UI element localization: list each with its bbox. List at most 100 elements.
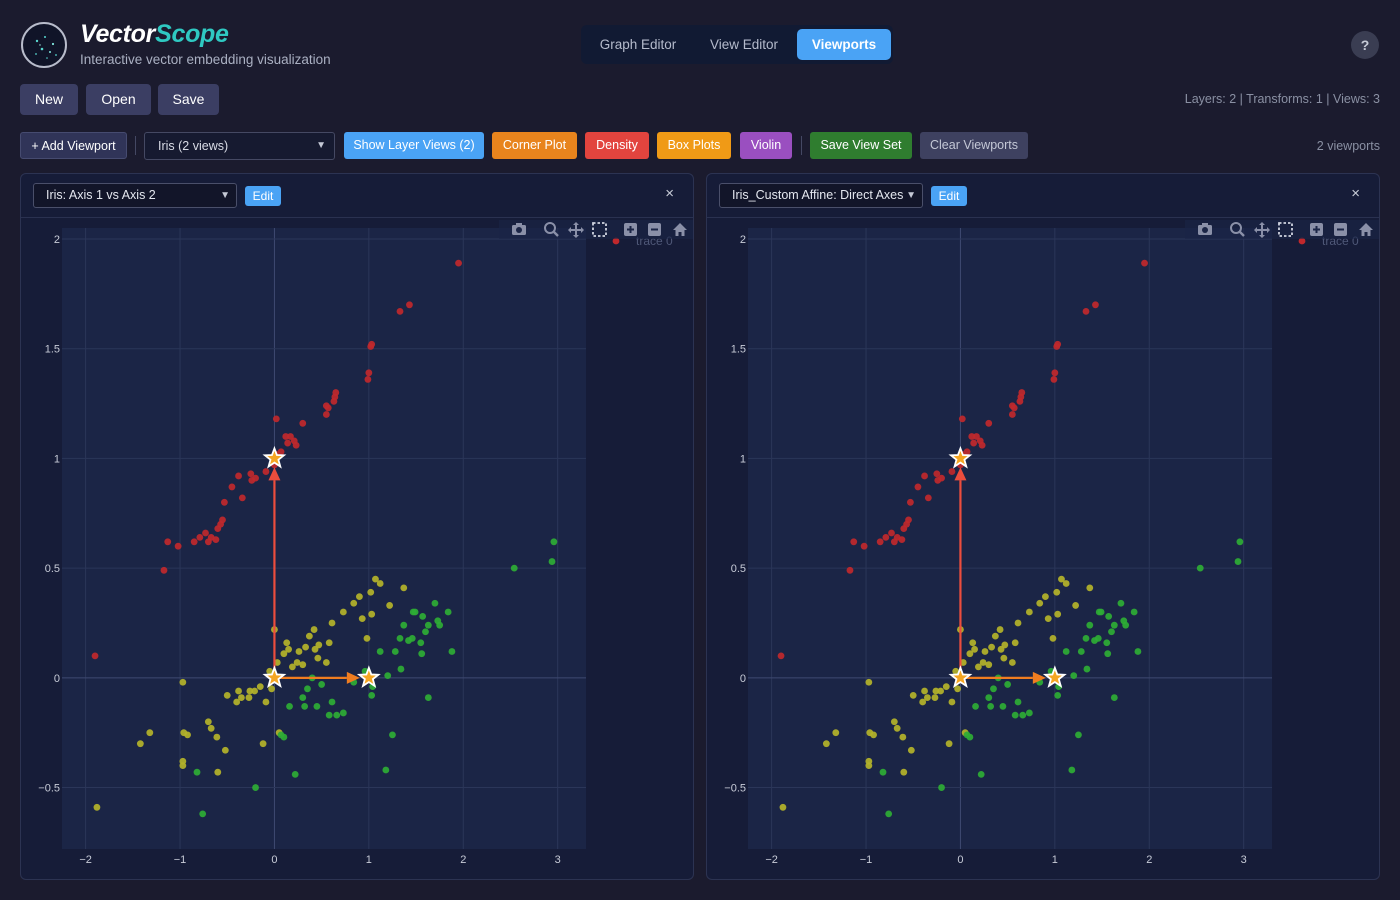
- cluster-b-point: [909, 691, 917, 699]
- cluster-c-point: [397, 665, 405, 673]
- corner-plot-button[interactable]: Corner Plot: [492, 132, 577, 159]
- x-tick-label: −2: [765, 854, 778, 866]
- cluster-a-point: [247, 470, 255, 478]
- cluster-c-point: [510, 564, 518, 572]
- cluster-c-point: [1077, 648, 1085, 655]
- edit-view-button[interactable]: Edit: [245, 186, 281, 206]
- cluster-a-point: [164, 538, 172, 546]
- cluster-c-point: [1075, 731, 1082, 739]
- clear-viewports-button[interactable]: Clear Viewports: [920, 132, 1028, 159]
- cluster-c-point: [1134, 648, 1142, 655]
- cluster-c-point: [368, 691, 376, 699]
- axis-star-marker[interactable]: [948, 445, 973, 469]
- cluster-c-point: [318, 681, 326, 688]
- axis-star-marker[interactable]: [262, 665, 287, 689]
- cluster-a-series: [91, 259, 462, 660]
- pan-icon[interactable]: [1254, 222, 1270, 238]
- cluster-b-point: [368, 610, 376, 618]
- camera-icon[interactable]: [1198, 223, 1212, 235]
- cluster-c-point: [286, 702, 293, 710]
- open-button[interactable]: Open: [86, 84, 151, 115]
- cluster-b-point: [268, 685, 275, 693]
- add-viewport-button[interactable]: + Add Viewport: [20, 132, 127, 159]
- cluster-b-point: [266, 667, 274, 675]
- cluster-a-point: [1050, 376, 1058, 383]
- app-header: VectorScope Interactive vector embedding…: [0, 0, 1400, 80]
- cluster-b-point: [256, 683, 264, 691]
- cluster-c-point: [424, 694, 432, 701]
- cluster-a-point: [1053, 343, 1061, 350]
- cluster-c-point: [1110, 694, 1118, 701]
- cluster-c-point: [400, 621, 408, 629]
- tab-graph-editor[interactable]: Graph Editor: [599, 37, 677, 52]
- cluster-a-point: [202, 529, 209, 537]
- home-icon[interactable]: [673, 223, 687, 236]
- camera-icon[interactable]: [512, 223, 526, 235]
- edit-view-button[interactable]: Edit: [931, 186, 967, 206]
- cluster-b-point: [259, 740, 267, 748]
- cluster-b-point: [283, 639, 291, 647]
- axis-star-marker[interactable]: [262, 445, 287, 469]
- close-viewport-button[interactable]: ×: [1351, 185, 1360, 202]
- cluster-c-point: [966, 733, 974, 741]
- violin-button[interactable]: Violin: [740, 132, 792, 159]
- box-select-icon[interactable]: [592, 222, 607, 237]
- cluster-b-point: [146, 729, 154, 737]
- x-tick-label: −1: [860, 854, 873, 866]
- cluster-b-point: [952, 667, 960, 675]
- home-icon[interactable]: [1359, 223, 1373, 236]
- save-button[interactable]: Save: [158, 84, 219, 115]
- legend-marker: [1298, 237, 1306, 245]
- cluster-b-point: [204, 718, 212, 726]
- zoom-icon[interactable]: [544, 222, 559, 237]
- cluster-b-point: [288, 663, 296, 671]
- pan-icon[interactable]: [568, 222, 584, 238]
- cluster-c-point: [1234, 558, 1242, 565]
- axis-star-marker[interactable]: [948, 665, 973, 689]
- cluster-b-point: [974, 663, 982, 671]
- density-button[interactable]: Density: [585, 132, 649, 159]
- x-tick-label: 1: [1052, 854, 1058, 866]
- cluster-c-point: [938, 784, 945, 791]
- cluster-c-point: [999, 702, 1007, 710]
- tab-view-editor[interactable]: View Editor: [709, 37, 779, 52]
- scatter-plot[interactable]: −2 −1 0 1 2 3−0.500.511.52 trace 0: [707, 219, 1379, 879]
- cluster-c-point: [1130, 608, 1138, 616]
- show-layer-views-button[interactable]: Show Layer Views (2): [344, 132, 484, 159]
- cluster-b-point: [969, 639, 977, 647]
- cluster-b-point: [1011, 639, 1019, 647]
- app-logo: [21, 22, 67, 68]
- box-plots-button[interactable]: Box Plots: [657, 132, 731, 159]
- close-viewport-button[interactable]: ×: [665, 185, 674, 202]
- view-select[interactable]: Iris: Axis 1 vs Axis 2 ▼: [33, 183, 237, 208]
- zoom-icon[interactable]: [1230, 222, 1245, 237]
- cluster-a-point: [1018, 389, 1026, 396]
- cluster-a-point: [968, 433, 976, 440]
- cluster-b-point: [931, 694, 939, 701]
- cluster-a-point: [212, 536, 220, 543]
- save-view-set-button[interactable]: Save View Set: [810, 132, 912, 159]
- cluster-a-point: [174, 542, 182, 550]
- zoom-out-icon[interactable]: [648, 223, 661, 236]
- cluster-c-point: [1054, 691, 1062, 699]
- zoom-in-icon[interactable]: [1310, 223, 1323, 236]
- axis-star-marker[interactable]: [1042, 665, 1067, 689]
- tab-viewports[interactable]: Viewports: [797, 29, 891, 60]
- zoom-out-icon[interactable]: [1334, 223, 1347, 236]
- cluster-b-point: [954, 685, 961, 693]
- box-select-icon[interactable]: [1278, 222, 1293, 237]
- main-tabs: Graph Editor View Editor Viewports: [581, 25, 893, 64]
- view-select[interactable]: Iris_Custom Affine: Direct Axes ▼: [719, 183, 923, 208]
- help-button[interactable]: ?: [1351, 31, 1379, 59]
- zoom-in-icon[interactable]: [624, 223, 637, 236]
- cluster-b-point: [1025, 608, 1033, 616]
- scatter-plot[interactable]: −2 −1 0 1 2 3−0.500.511.52 trace 0: [21, 219, 693, 879]
- new-button[interactable]: New: [20, 84, 78, 115]
- view-set-select[interactable]: Iris (2 views) ▼: [144, 132, 335, 160]
- axis-star-marker[interactable]: [356, 665, 381, 689]
- cluster-a-point: [277, 448, 285, 456]
- chevron-down-icon: ▼: [906, 190, 916, 201]
- cluster-c-point: [280, 733, 288, 741]
- cluster-b-point: [273, 659, 281, 666]
- cluster-b-point: [1000, 654, 1008, 662]
